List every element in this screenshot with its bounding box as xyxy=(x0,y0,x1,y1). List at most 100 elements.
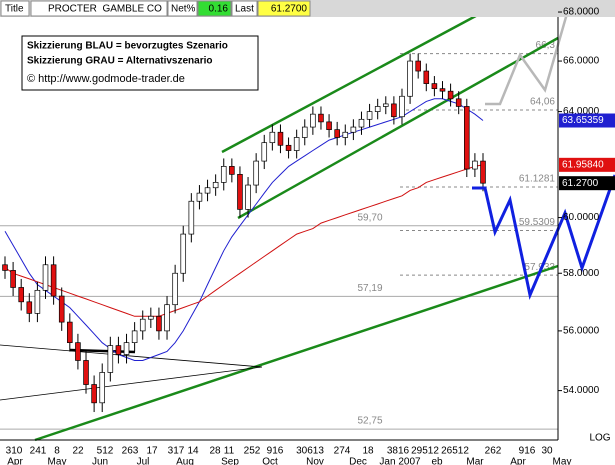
candle-body xyxy=(99,372,106,404)
x-month-label: Jun xyxy=(92,457,108,465)
candle-body xyxy=(34,289,41,314)
x-day-label: 30 xyxy=(541,446,553,457)
candle-body xyxy=(415,60,421,72)
candle-body xyxy=(480,160,486,184)
candle-body xyxy=(431,83,438,90)
candle-body xyxy=(83,360,89,385)
candle-body xyxy=(423,70,430,84)
x-day-label: 3816 xyxy=(387,446,410,457)
x-day-label: 241 xyxy=(30,446,47,457)
blue-scenario xyxy=(472,174,615,300)
header-cell xyxy=(257,0,311,17)
candle-body xyxy=(261,142,268,162)
candle-body xyxy=(67,321,73,344)
candle-body xyxy=(455,98,462,107)
candle-body xyxy=(196,192,203,202)
x-day-label: 274 xyxy=(334,446,351,457)
price-box-label: 61.2700 xyxy=(562,178,599,189)
candle-body xyxy=(350,126,357,133)
candle-body xyxy=(50,264,57,297)
x-month-label: Dec xyxy=(349,457,367,465)
candle-body xyxy=(148,315,154,320)
x-day-label: 18 xyxy=(362,446,374,457)
x-month-label: Mar xyxy=(466,457,484,465)
candle-body xyxy=(447,90,454,100)
candle-body xyxy=(42,264,49,291)
annotation: © http://www.godmode-trader.de xyxy=(27,73,185,85)
triangle-lower xyxy=(0,366,263,401)
candle-body xyxy=(10,270,16,288)
x-day-label: 26512 xyxy=(441,446,469,457)
level-label: 59.5309 xyxy=(519,217,556,228)
y-tick-label: 56.0000 xyxy=(563,326,600,337)
candle-body xyxy=(172,272,178,306)
candle-body xyxy=(285,144,292,151)
candle-body xyxy=(188,200,195,235)
x-day-label: 28 xyxy=(209,446,221,457)
candle-body xyxy=(123,342,130,355)
candle-body xyxy=(237,174,243,210)
candle-body xyxy=(229,166,235,175)
price-box-label: 63.65359 xyxy=(562,115,604,126)
price-box xyxy=(559,157,615,172)
level-label: 59,70 xyxy=(357,212,382,223)
candle-body xyxy=(91,384,97,404)
x-month-label: May xyxy=(48,457,67,465)
annotation-box xyxy=(21,35,259,91)
header-net-value: 0.16 xyxy=(209,4,229,15)
x-day-label: 262 xyxy=(485,446,502,457)
candle-body xyxy=(326,121,332,131)
x-month-label: Jul xyxy=(137,457,150,465)
x-month-label: Oct xyxy=(262,457,278,465)
x-day-label: 310 xyxy=(6,446,23,457)
candle-body xyxy=(139,318,146,332)
candle-body xyxy=(180,233,187,274)
candle-body xyxy=(334,129,340,138)
candle-body xyxy=(107,345,114,373)
header-cell xyxy=(0,0,30,17)
x-month-label: Apr xyxy=(7,457,23,465)
candle-body xyxy=(2,264,8,271)
moving-average xyxy=(4,164,484,317)
y-tick-label: 66.0000 xyxy=(563,56,600,67)
x-day-label: 30613 xyxy=(296,446,324,457)
x-day-label: 317 xyxy=(168,446,185,457)
header-cell xyxy=(197,0,232,17)
header-net-label: Net% xyxy=(171,4,196,15)
annotation: Skizzierung GRAU = Alternativszenario xyxy=(27,56,213,67)
header-cell xyxy=(30,0,168,17)
y-tick-label: 60.0000 xyxy=(563,212,600,223)
candle-body xyxy=(18,287,24,303)
x-day-label: 8 xyxy=(54,446,60,457)
x-day-label: 29512 xyxy=(411,446,439,457)
x-month-label: May xyxy=(553,457,572,465)
level-label: 64,06 xyxy=(530,97,555,108)
candle-body xyxy=(318,113,324,123)
candle-body xyxy=(245,184,251,210)
candle-body xyxy=(277,131,284,146)
candle-body xyxy=(131,330,138,344)
level-label: 52,75 xyxy=(357,416,382,427)
x-day-label: 916 xyxy=(267,446,284,457)
x-day-label: 22 xyxy=(72,446,84,457)
y-tick-label: 58.0000 xyxy=(563,268,600,279)
header: Title PROCTER GAMBLE CO Net% 0.16 Last 6… xyxy=(0,0,615,17)
candle-body xyxy=(391,103,397,118)
y-tick-label: 64.0000 xyxy=(563,106,600,117)
header-title: Title xyxy=(5,4,24,15)
x-month-label: Sep xyxy=(221,457,239,465)
x-day-label: 11 xyxy=(224,446,235,457)
candle-body xyxy=(464,106,470,170)
x-month-label: Jan 2007 xyxy=(379,457,421,465)
y-tick-label: 68.0000 xyxy=(563,7,600,18)
x-day-label: 17 xyxy=(146,446,158,457)
level-label: 57.933 xyxy=(524,262,555,273)
candle-body xyxy=(407,60,413,97)
candle-body xyxy=(293,137,300,151)
candle-body xyxy=(253,160,259,186)
candle-body xyxy=(301,126,308,138)
candle-body xyxy=(358,118,365,128)
y-tick-label: 54.0000 xyxy=(563,385,600,396)
price-box xyxy=(559,176,615,191)
